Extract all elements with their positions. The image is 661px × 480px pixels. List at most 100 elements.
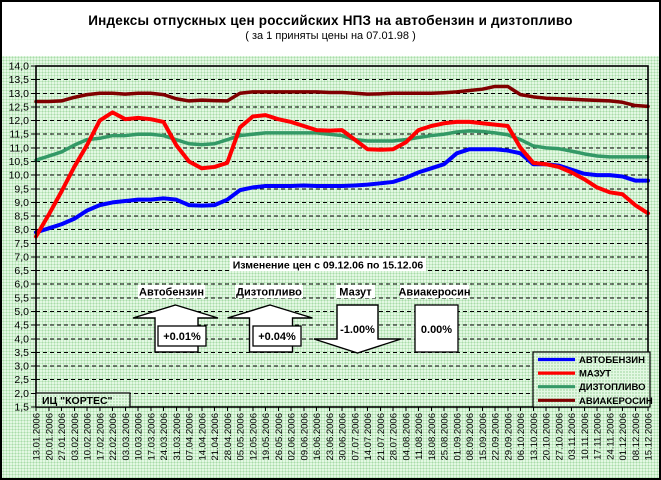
x-tick-label: 24.03.2006 (159, 413, 170, 461)
y-tick-label: 1,5 (14, 402, 29, 414)
annotation-value: 0.00% (421, 324, 452, 336)
x-tick-label: 17.03.2006 (146, 413, 157, 461)
x-tick-label: 03.11.2006 (567, 413, 578, 460)
series-line-1 (34, 110, 650, 239)
annotation-label-box (336, 285, 375, 298)
title-area: Индексы отпускных цен российских НПЗ на … (2, 2, 659, 56)
x-tick-label: 26.05.2006 (274, 413, 285, 461)
no-change-rect (414, 304, 459, 353)
y-tick-label: 10,0 (9, 170, 30, 182)
x-tick-label: 20.01.2006 (44, 413, 55, 461)
x-tick-label: 10.02.2006 (83, 413, 94, 461)
chart-region: 14,0 13,5 13,0 12,5 12,0 11,5 11,0 10,5 10,0 9,5 9… (2, 56, 659, 478)
annotation-value: -1.00% (340, 324, 375, 336)
x-tick-label: 12.05.2006 (248, 413, 259, 461)
x-tick-label: 13.10.2006 (529, 413, 540, 461)
source-box (35, 392, 131, 408)
x-tick-label: 22.09.2006 (491, 413, 502, 461)
y-tick-label: 7,0 (14, 251, 29, 263)
y-tick-label: 13,5 (9, 74, 30, 86)
x-tick-label: 01.12.2006 (618, 413, 629, 461)
x-tick-label: 22.02.2006 (108, 413, 119, 461)
y-tick-label: 5,5 (14, 292, 29, 304)
y-tick-label: 12,0 (9, 115, 30, 127)
annotation-label: Автобензин (139, 287, 204, 299)
down-arrow-icon (313, 304, 402, 354)
x-tick-label: 30.06.2006 (338, 413, 349, 461)
annotation-value-box (252, 325, 302, 347)
x-tick-label: 07.07.2006 (350, 413, 361, 461)
y-tick-label: 8,5 (14, 211, 29, 223)
x-tick-label: 17.11.2006 (593, 413, 604, 460)
x-tick-label: 04.08.2006 (401, 413, 412, 461)
y-tick-label: 7,5 (14, 238, 29, 250)
x-tick-label: 21.04.2006 (210, 413, 221, 461)
annotation-value-box (157, 325, 207, 347)
x-tick-label: 31.03.2006 (172, 413, 183, 461)
x-tick-label: 03.03.2006 (121, 413, 132, 461)
x-tick-label: 25.08.2006 (440, 413, 451, 461)
x-tick-label: 05.05.2006 (236, 413, 247, 461)
x-tick-label: 29.09.2006 (503, 413, 514, 461)
y-tick-label: 10,5 (9, 156, 30, 168)
x-tick-label: 28.07.2006 (389, 413, 400, 461)
y-tick-label: 3,5 (14, 347, 29, 359)
x-tick-label: 03.02.2006 (70, 413, 81, 461)
legend-label: АВИАКЕРОСИН (579, 396, 653, 407)
chart-title: Индексы отпускных цен российских НПЗ на … (88, 13, 573, 28)
x-tick-label: 18.08.2006 (427, 413, 438, 461)
y-tick-label: 2,5 (14, 374, 29, 386)
annotation-label-box (138, 285, 205, 298)
y-tick-label: 6,5 (14, 265, 29, 277)
source-label: ИЦ "КОРТЕС" (42, 395, 113, 407)
annotation-label: Авиакеросин (398, 287, 470, 299)
x-tick-label: 19.05.2006 (261, 413, 272, 461)
legend-label: АВТОБЕНЗИН (579, 355, 645, 366)
x-tick-label: 21.07.2006 (376, 413, 387, 461)
x-tick-label: 01.09.2006 (452, 413, 463, 461)
annotation-label-box (235, 285, 303, 298)
annotation-label: Мазут (339, 287, 372, 299)
y-tick-label: 8,0 (14, 224, 29, 236)
y-tick-label: 6,0 (14, 279, 29, 291)
series-line-3 (34, 84, 650, 109)
y-tick-label: 4,0 (14, 333, 29, 345)
y-tick-label: 14,0 (9, 61, 30, 73)
y-tick-label: 13,0 (9, 88, 30, 100)
y-tick-label: 9,5 (14, 183, 29, 195)
x-tick-label: 23.06.2006 (325, 413, 336, 461)
x-tick-label: 27.10.2006 (554, 413, 565, 461)
y-tick-label: 12,5 (9, 101, 30, 113)
y-tick-label: 4,5 (14, 320, 29, 332)
y-tick-label: 2,0 (14, 388, 29, 400)
x-tick-label: 06.10.2006 (516, 413, 527, 461)
x-tick-label: 15.09.2006 (478, 413, 489, 461)
annotation-value: +0.01% (163, 331, 201, 343)
x-tick-label: 13.01.2006 (32, 413, 43, 461)
legend-box (532, 351, 651, 408)
annotation-heading-box (230, 258, 426, 271)
legend-label: ДИЗТОПЛИВО (579, 382, 645, 393)
x-tick-label: 10.03.2006 (134, 413, 145, 461)
x-tick-label: 14.04.2006 (197, 413, 208, 461)
x-tick-label: 02.06.2006 (287, 413, 298, 461)
legend-label: МАЗУТ (579, 369, 611, 380)
annotation-value: +0.04% (258, 331, 296, 343)
x-tick-label: 08.12.2006 (631, 413, 642, 461)
annotation-heading: Изменение цен с 09.12.06 по 15.12.06 (233, 260, 424, 272)
annotation-label-box (400, 285, 469, 298)
x-tick-label: 09.06.2006 (299, 413, 310, 461)
chart-canvas: 14,013,5 13,012,5 12,0 11,511,0 10,5 10,09,5 9… (9, 61, 655, 461)
y-tick-label: 11,5 (9, 129, 29, 141)
y-tick-label: 3,0 (14, 361, 29, 373)
annotation-label: Дизтопливо (236, 287, 302, 299)
x-tick-label: 28.04.2006 (223, 413, 234, 461)
x-tick-label: 07.04.2006 (185, 413, 196, 461)
series-line-2 (34, 129, 650, 162)
x-tick-label: 16.06.2006 (312, 413, 323, 461)
y-tick-label: 9,0 (14, 197, 29, 209)
x-tick-label: 15.12.2006 (644, 413, 655, 461)
x-tick-label: 17.02.2006 (95, 413, 106, 461)
x-tick-label: 10.11.2006 (580, 413, 591, 460)
